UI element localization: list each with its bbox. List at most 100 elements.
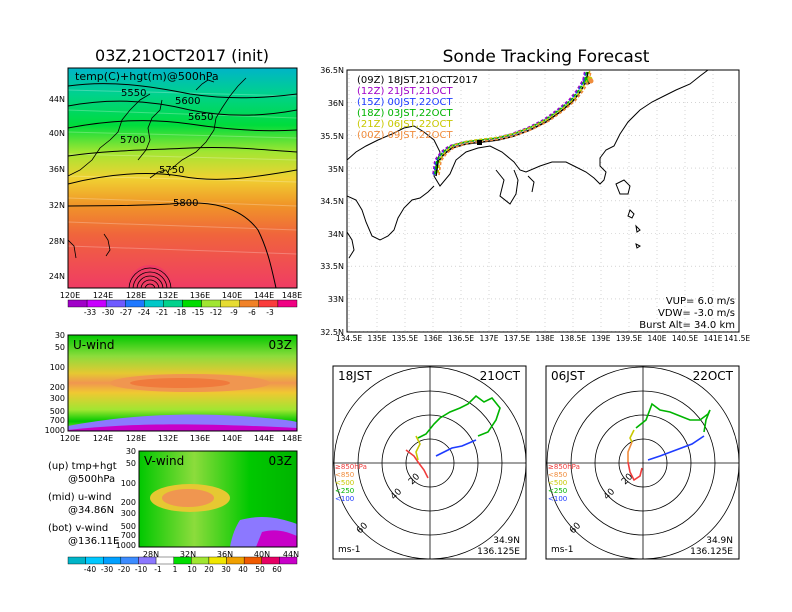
svg-text:137E: 137E <box>479 334 498 343</box>
hodograph-left-levels: ≥850hPa <850 <500 <250 <100 <box>335 463 367 503</box>
map-lat-ticks: 44N 40N 36N 32N 28N 24N <box>49 95 65 281</box>
tracking-lon-ticks: 134.5E 135E 135.5E 136E 136.5E 137E 137.… <box>336 334 750 343</box>
temperature-colorbar-cell <box>239 299 260 308</box>
svg-text:≥850hPa: ≥850hPa <box>548 463 580 471</box>
temperature-colorbar-cell <box>105 299 126 308</box>
v-wind-label: V-wind <box>144 454 184 468</box>
height-contours <box>68 83 297 288</box>
wind-colorbar-cell <box>138 556 157 565</box>
svg-text:-21: -21 <box>156 308 168 317</box>
u-wind-panel: U-wind 03Z 30 50 100 200 300 500 700 100… <box>45 331 303 443</box>
wind-colorbar-labels: -40 -30 -20 -10 -1 1 10 20 30 40 50 60 <box>84 565 282 574</box>
svg-text:5800: 5800 <box>173 198 198 209</box>
wind-colorbar-cell <box>67 556 86 565</box>
svg-text:135.5E: 135.5E <box>392 334 418 343</box>
trajectory-line <box>434 70 588 175</box>
hodograph-right-lat: 34.9N <box>706 536 733 546</box>
run-legend-item: (15Z) 00JST,22OCT <box>357 97 453 108</box>
svg-text:132E: 132E <box>158 434 178 443</box>
wind-colorbar-cell <box>261 556 280 565</box>
svg-text:VUP= 6.0 m/s: VUP= 6.0 m/s <box>666 296 735 307</box>
svg-text:50: 50 <box>255 565 265 574</box>
svg-text:35.5N: 35.5N <box>320 132 344 141</box>
v-wind-frame <box>138 450 298 548</box>
panel-legend-notes: (up) tmp+hgt @500hPa (mid) u-wind @34.86… <box>48 461 119 547</box>
svg-text:100: 100 <box>50 363 65 372</box>
svg-text:144E: 144E <box>254 434 274 443</box>
run-legend-item: (21Z) 06JST,22OCT <box>357 119 453 130</box>
svg-text:<250: <250 <box>548 487 567 495</box>
launch-site-marker <box>477 140 482 145</box>
svg-text:140.5E: 140.5E <box>672 334 698 343</box>
svg-text:30: 30 <box>126 447 136 456</box>
svg-text:<250: <250 <box>335 487 354 495</box>
svg-text:100: 100 <box>121 479 136 488</box>
svg-text:34N: 34N <box>328 230 344 239</box>
svg-text:5700: 5700 <box>120 135 145 146</box>
svg-text:300: 300 <box>121 509 136 518</box>
burst-point-marker <box>588 78 594 84</box>
coastlines <box>68 77 247 259</box>
wind-colorbar <box>67 556 298 565</box>
svg-text:141.5E: 141.5E <box>724 334 750 343</box>
svg-text:144E: 144E <box>254 291 274 300</box>
v-wind-lat-ticks: 28N 32N 36N 40N 44N <box>143 550 299 559</box>
hodograph-left-rings <box>333 366 526 559</box>
tracking-run-legend: (09Z) 18JST,21OCT2017(12Z) 21JST,21OCT(1… <box>357 75 478 141</box>
hodograph-right-unit: ms-1 <box>551 545 573 555</box>
svg-text:24N: 24N <box>49 272 65 281</box>
hodograph-left-time: 18JST <box>338 369 372 383</box>
u-wind-p-ticks: 30 50 100 200 300 500 700 1000 <box>45 331 65 435</box>
temperature-colorbar-cell <box>182 299 202 308</box>
svg-text:36N: 36N <box>49 165 65 174</box>
svg-text:50: 50 <box>126 459 136 468</box>
wind-colorbar-cell <box>120 556 139 565</box>
svg-text:132E: 132E <box>158 291 178 300</box>
svg-text:200: 200 <box>121 498 136 507</box>
note-bot-line1: (bot) v-wind <box>48 523 108 534</box>
svg-text:-20: -20 <box>118 565 130 574</box>
map-frame <box>67 67 298 289</box>
svg-text:136E: 136E <box>423 334 442 343</box>
hodograph-left-trace <box>405 394 501 479</box>
svg-text:5600: 5600 <box>175 96 200 107</box>
svg-text:33N: 33N <box>328 295 344 304</box>
svg-text:135E: 135E <box>367 334 386 343</box>
svg-text:≥850hPa: ≥850hPa <box>335 463 367 471</box>
hodograph-left-unit: ms-1 <box>338 545 360 555</box>
contour-labels: 5550 5600 5650 5700 5750 5800 <box>120 88 213 209</box>
svg-text:-3: -3 <box>266 308 274 317</box>
svg-text:-30: -30 <box>101 565 113 574</box>
svg-text:32N: 32N <box>180 550 196 559</box>
svg-text:28N: 28N <box>143 550 159 559</box>
svg-text:500: 500 <box>50 407 65 416</box>
wind-colorbar-cell <box>226 556 245 565</box>
tracking-title: Sonde Tracking Forecast <box>443 47 650 67</box>
svg-text:120E: 120E <box>60 434 80 443</box>
svg-text:128E: 128E <box>126 291 146 300</box>
svg-text:<850: <850 <box>548 471 567 479</box>
svg-text:20: 20 <box>204 565 214 574</box>
svg-text:-12: -12 <box>210 308 222 317</box>
svg-text:36.5N: 36.5N <box>320 66 344 75</box>
svg-text:-1: -1 <box>154 565 162 574</box>
u-wind-frame <box>67 334 298 432</box>
svg-text:Burst Alt= 34.0 km: Burst Alt= 34.0 km <box>639 320 735 331</box>
hodograph-left-frame <box>332 365 527 560</box>
svg-text:34.5N: 34.5N <box>320 197 344 206</box>
temperature-colorbar-labels: -33 -30 -27 -24 -21 -18 -15 -12 -9 -6 -3 <box>84 308 274 317</box>
tracking-map-panel: Sonde Tracking Forecast (09Z) 18JST,21OC… <box>320 47 750 343</box>
note-mid-line1: (mid) u-wind <box>48 492 111 503</box>
run-legend-item: (00Z) 09JST,22OCT <box>357 130 453 141</box>
svg-text:30: 30 <box>221 565 231 574</box>
svg-text:-40: -40 <box>84 565 96 574</box>
trajectory-line <box>437 70 591 174</box>
hodograph-right-lon: 136.125E <box>690 547 733 557</box>
svg-text:30: 30 <box>55 331 65 340</box>
run-legend-item: (09Z) 18JST,21OCT2017 <box>357 75 478 86</box>
svg-text:138E: 138E <box>535 334 554 343</box>
run-legend-item: (12Z) 21JST,21OCT <box>357 86 453 97</box>
svg-text:200: 200 <box>50 383 65 392</box>
svg-text:1000: 1000 <box>45 426 65 435</box>
